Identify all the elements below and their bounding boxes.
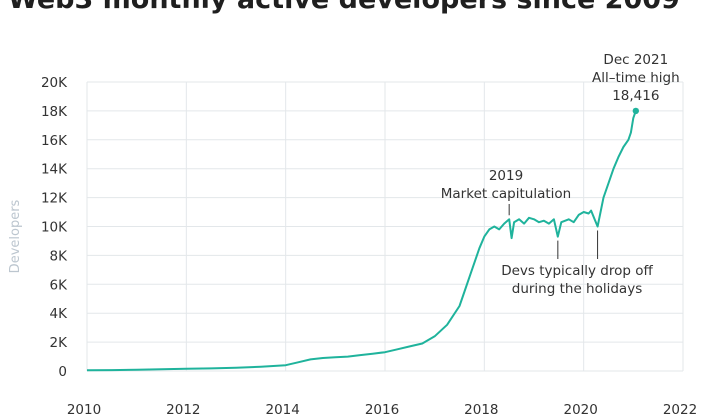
y-tick-label: 6K bbox=[50, 277, 69, 293]
grid-lines bbox=[86, 81, 684, 372]
x-tick-label: 2020 bbox=[563, 402, 597, 416]
chart-title: Web3 monthly active developers since 200… bbox=[8, 0, 680, 15]
x-tick-label: 2022 bbox=[663, 402, 697, 416]
x-tick-labels: 2010 2012 2014 2016 2018 2020 2022 bbox=[67, 402, 697, 416]
y-tick-label: 18K bbox=[41, 104, 68, 120]
y-tick-label: 2K bbox=[50, 335, 69, 351]
y-tick-label: 16K bbox=[41, 133, 68, 149]
annotation-peak-text: 18,416 bbox=[612, 88, 659, 104]
x-tick-label: 2012 bbox=[166, 402, 200, 416]
x-tick-label: 2014 bbox=[265, 402, 299, 416]
y-tick-label: 8K bbox=[50, 248, 69, 264]
y-tick-label: 4K bbox=[50, 306, 69, 322]
annotation-peak-text: Dec 2021 bbox=[603, 52, 668, 68]
series-line bbox=[86, 110, 637, 372]
annotation-holiday-text: during the holidays bbox=[512, 281, 642, 297]
annotations: Dec 2021 All–time high 18,416 2019 Market ca… bbox=[441, 52, 680, 297]
x-tick-label: 2016 bbox=[365, 402, 399, 416]
y-tick-labels: 0 2K 4K 6K 8K 10K 12K 14K 16K 18K 20K bbox=[41, 75, 68, 380]
annotation-market-text: 2019 bbox=[489, 168, 523, 184]
x-tick-label: 2018 bbox=[464, 402, 498, 416]
y-axis-label: Developers bbox=[8, 199, 23, 273]
annotation-peak-text: All–time high bbox=[592, 70, 680, 86]
y-tick-label: 12K bbox=[41, 191, 68, 207]
annotation-holiday-text: Devs typically drop off bbox=[501, 263, 653, 279]
x-tick-label: 2010 bbox=[67, 402, 101, 416]
peak-point bbox=[632, 107, 640, 115]
annotation-market-text: Market capitulation bbox=[441, 186, 571, 202]
y-tick-label: 0 bbox=[58, 364, 67, 380]
y-tick-label: 20K bbox=[41, 75, 68, 91]
y-tick-label: 14K bbox=[41, 162, 68, 178]
y-tick-label: 10K bbox=[41, 220, 68, 236]
series-group bbox=[86, 107, 640, 372]
